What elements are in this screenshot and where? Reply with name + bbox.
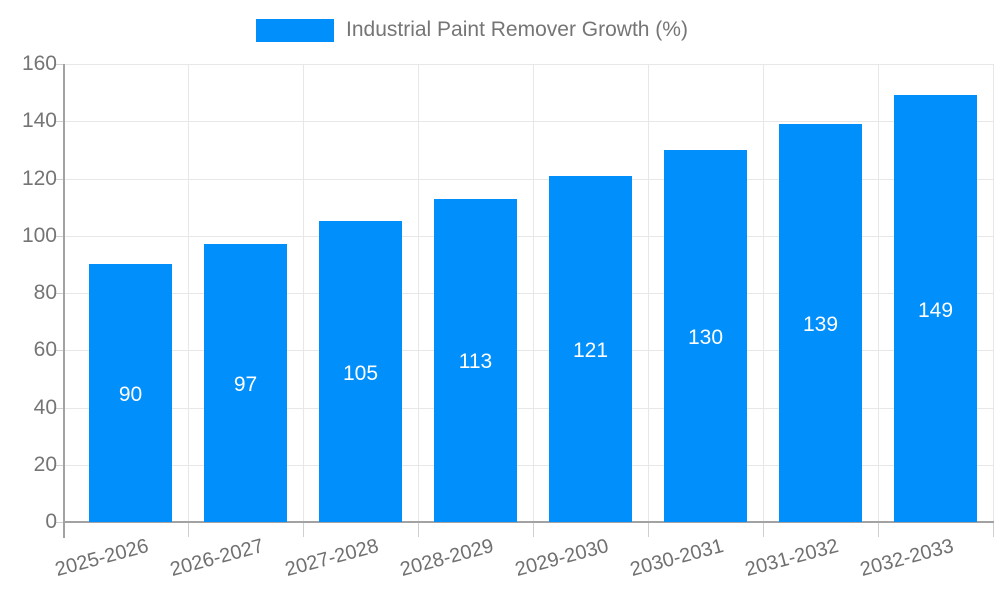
x-axis-tick [418,522,419,537]
x-axis-tick [648,522,649,537]
bar[interactable]: 130 [664,149,747,522]
bar[interactable]: 139 [779,124,862,522]
y-axis-line [63,64,65,538]
y-axis-tick [56,121,64,123]
y-axis-tick [56,64,64,65]
y-axis-label: 60 [33,338,57,362]
y-axis-tick [56,522,64,523]
legend-label: Industrial Paint Remover Growth (%) [346,18,688,41]
y-axis-tick [56,350,64,352]
x-axis-tick [993,522,994,537]
bar-value-label: 130 [687,325,724,349]
y-axis-label: 40 [33,395,57,419]
y-axis-tick [56,178,64,180]
bar-value-label: 149 [917,298,954,322]
bar[interactable]: 121 [549,175,632,522]
bar[interactable]: 97 [204,244,287,522]
bar[interactable]: 113 [434,198,517,522]
y-axis-tick [56,407,64,409]
y-axis-label: 80 [33,281,57,304]
h-gridline [64,235,993,237]
x-axis-tick [303,522,304,537]
y-axis-label: 140 [21,109,57,133]
h-gridline [64,64,993,65]
v-gridline [648,64,649,522]
h-gridline [64,293,993,294]
legend-item[interactable]: Industrial Paint Remover Growth (%) [256,18,688,42]
x-axis-tick [763,522,764,537]
bar-value-label: 139 [802,313,839,337]
x-axis-line [63,521,994,523]
y-axis-label: 120 [21,166,57,190]
h-gridline [64,350,993,352]
v-gridline [188,64,189,522]
v-gridline [533,64,534,522]
h-gridline [64,464,993,466]
y-axis-tick [56,235,64,237]
x-axis-tick [878,522,879,537]
h-gridline [64,407,993,409]
h-gridline [64,121,993,123]
bar[interactable]: 149 [894,95,977,522]
bar-value-label: 121 [572,338,609,362]
x-axis-tick [533,522,534,537]
y-axis-label: 0 [45,510,57,533]
v-gridline [993,64,994,522]
v-gridline [418,64,419,522]
v-gridline [878,64,879,522]
bar-value-label: 105 [342,361,379,385]
bar[interactable]: 105 [319,221,402,522]
y-axis-label: 100 [21,223,57,247]
h-gridline [64,178,993,180]
y-axis-label: 160 [21,52,57,75]
v-gridline [763,64,764,522]
y-axis-tick [56,293,64,294]
bar[interactable]: 90 [89,264,172,522]
y-axis-tick [56,464,64,466]
legend-swatch [256,18,334,42]
bar-value-label: 113 [458,350,493,374]
bar-value-label: 97 [233,373,258,397]
y-axis-label: 20 [33,452,57,476]
bar-value-label: 90 [118,383,143,407]
v-gridline [303,64,304,522]
x-axis-tick [188,522,189,537]
